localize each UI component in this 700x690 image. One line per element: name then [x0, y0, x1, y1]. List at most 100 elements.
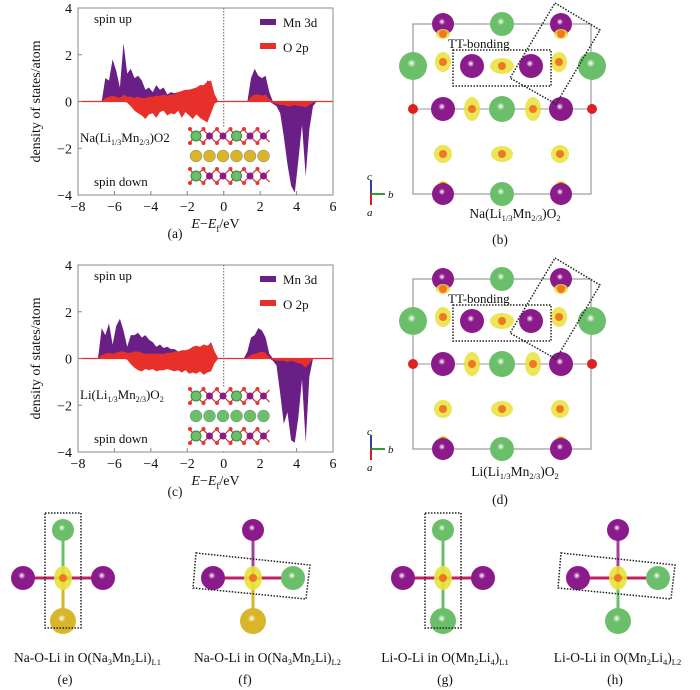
o-atom	[587, 359, 597, 369]
spin-up-label: spin up	[94, 11, 132, 26]
mn-atom	[206, 132, 213, 140]
li-atom	[399, 52, 427, 80]
cluster-f	[192, 519, 311, 634]
formula-text: )O	[540, 464, 555, 479]
rotated-bonding-box	[508, 256, 602, 361]
caption-sub: L2	[331, 657, 341, 667]
x-label-f: f	[216, 481, 219, 491]
series-area-mn-3d-spin-up	[101, 43, 317, 102]
li-atom	[432, 519, 454, 541]
mn-atom	[519, 309, 543, 333]
o-atom	[242, 181, 246, 185]
legend-label-o: O 2p	[283, 40, 309, 55]
interlayer-atom	[459, 138, 487, 166]
x-tick-label: 2	[257, 200, 264, 215]
legend-label-mn: Mn 3d	[283, 15, 318, 30]
formula-part: )O	[146, 387, 160, 402]
interlayer-atom	[230, 409, 243, 423]
o-atom	[408, 359, 418, 369]
o-atom	[439, 150, 447, 158]
c-axis-label: c	[367, 171, 372, 183]
li-atom	[52, 519, 74, 541]
mn-atom	[432, 268, 454, 290]
caption-text: Mn	[292, 650, 311, 665]
mn-atom	[260, 392, 267, 400]
cluster	[391, 512, 495, 634]
x-tick-label: −2	[180, 200, 195, 215]
y-tick-label: 0	[65, 353, 72, 368]
mn-atom	[550, 183, 572, 205]
formula-sub: 1/3	[499, 471, 511, 481]
interlayer-atom	[189, 149, 203, 163]
o-atom	[242, 387, 246, 391]
formula-part: Mn	[118, 387, 137, 402]
dotted-selection-box	[557, 552, 676, 600]
x-tick-label: −8	[71, 457, 86, 472]
interlayer-atom	[518, 393, 546, 421]
o-atom	[498, 405, 506, 413]
caption-sub: 2	[646, 657, 652, 667]
o-atom	[249, 574, 257, 582]
interlayer-atom	[189, 409, 203, 423]
y-tick-label: 0	[65, 96, 72, 111]
x-label-Ef: E	[207, 217, 217, 232]
y-tick-label: 2	[65, 306, 72, 321]
li-atom	[489, 96, 515, 122]
li-atom	[231, 170, 242, 182]
x-tick-label: −4	[143, 457, 158, 472]
formula-part: Mn	[121, 130, 140, 145]
formula-d: Li(Li1/3Mn2/3)O2	[440, 464, 590, 481]
series-area-mn-3d-spin-down	[101, 101, 317, 193]
o-atom	[242, 441, 246, 445]
mn-atom	[219, 392, 227, 400]
mn-atom	[432, 438, 454, 460]
x-tick-label: 6	[330, 200, 337, 215]
caption-text: Li	[478, 650, 491, 665]
o-atom	[439, 574, 447, 582]
mn-atom	[460, 54, 484, 78]
o-atom	[468, 105, 476, 113]
li-atom	[430, 608, 456, 634]
caption-text: Li-O-Li in O(Mn	[381, 650, 475, 665]
o-atom	[201, 181, 206, 185]
series-area-mn-3d-spin-up	[98, 318, 313, 359]
li-atom	[399, 307, 427, 335]
x-label-Ef: E	[207, 474, 217, 489]
x-label-unit: /eV	[219, 217, 239, 232]
li-atom	[490, 437, 514, 461]
li-atom	[578, 307, 606, 335]
legend-swatch-mn	[260, 276, 276, 282]
spin-up-label: spin up	[94, 268, 132, 283]
interlayer-atom	[578, 138, 606, 166]
o-atom	[439, 30, 447, 38]
caption-g: Li-O-Li in O(Mn2Li4)L1	[365, 650, 525, 667]
li-atom	[489, 351, 515, 377]
crystal-structure-d: TT-bonding c b a	[367, 256, 606, 474]
formula-sub: 2/3	[139, 138, 149, 147]
interlayer-atom	[257, 149, 270, 163]
interlayer-atom	[243, 149, 257, 163]
legend-swatch-o	[260, 43, 276, 49]
o-atom	[242, 427, 246, 431]
o-atom	[498, 150, 506, 158]
x-tick-label: 4	[293, 457, 300, 472]
o-atom	[557, 30, 565, 38]
o-atom	[215, 427, 219, 431]
caption-sub: 2	[310, 657, 316, 667]
o-atom	[255, 387, 260, 391]
x-label-minus: −	[200, 217, 208, 232]
mn-atom	[260, 432, 267, 440]
mn-atom	[432, 183, 454, 205]
o-atom	[439, 405, 447, 413]
series-area-o-2p-spin-up	[98, 343, 313, 359]
spin-down-label: spin down	[94, 174, 148, 189]
caption-sub: L2	[671, 657, 682, 667]
o-atom	[188, 127, 192, 131]
interlayer-atom	[216, 409, 230, 423]
na-atom	[240, 608, 266, 634]
o-atom	[188, 141, 192, 145]
caption-e: Na-O-Li in O(Na3Mn2Li)L1	[0, 650, 175, 667]
b-axis-label: b	[388, 444, 394, 456]
y-tick-label: 4	[65, 259, 72, 274]
